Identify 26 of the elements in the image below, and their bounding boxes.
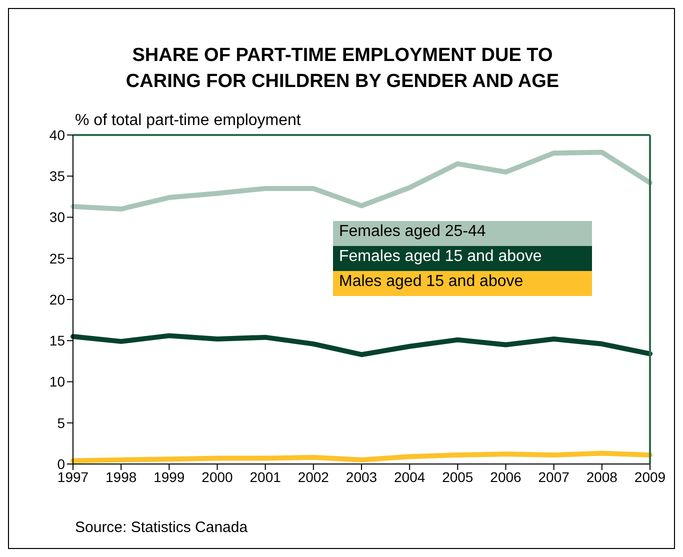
y-tick-label: 30 xyxy=(49,209,66,226)
y-tick-label: 25 xyxy=(49,250,66,266)
x-tick-label: 1998 xyxy=(106,468,137,485)
chart-title: SHARE OF PART-TIME EMPLOYMENT DUE TO CARING FOR CHILDREN BY GENDER AND AGE xyxy=(124,44,560,94)
x-tick-label: 2002 xyxy=(298,468,330,485)
y-tick-label: 40 xyxy=(49,126,66,143)
x-tick-label: 2001 xyxy=(250,468,282,485)
y-tick-label: 20 xyxy=(49,291,66,308)
x-tick-label: 2007 xyxy=(538,468,570,485)
legend-key: Females aged 25-44 xyxy=(333,221,592,246)
x-tick-label: 1999 xyxy=(154,468,185,485)
x-tick-label: 2000 xyxy=(202,468,234,485)
x-tick-label: 2006 xyxy=(490,468,522,485)
legend-key: Females aged 15 and above xyxy=(333,246,592,271)
y-tick-label: 15 xyxy=(49,332,66,349)
y-tick-label: 35 xyxy=(49,168,66,184)
x-tick-label: 2009 xyxy=(634,468,666,485)
x-tick-label: 2004 xyxy=(394,468,426,485)
x-tick-label: 2008 xyxy=(586,468,618,485)
y-tick-label: 10 xyxy=(49,374,66,390)
x-tick-label: 2005 xyxy=(442,468,474,485)
y-axis-title: % of total part-time employment xyxy=(75,112,301,130)
source-note: Source: Statistics Canada xyxy=(75,519,248,536)
x-tick-label: 2003 xyxy=(346,468,378,485)
y-tick-label: 5 xyxy=(57,414,66,431)
legend-key: Males aged 15 and above xyxy=(333,271,592,296)
